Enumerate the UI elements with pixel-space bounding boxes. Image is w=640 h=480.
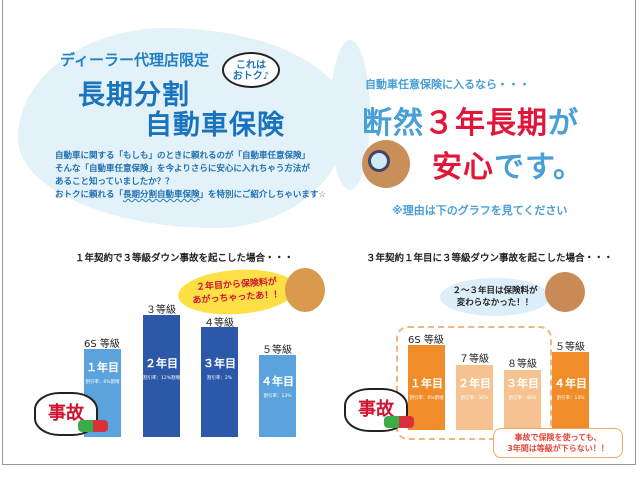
- discount-label: 割引率：6%割増: [85, 380, 120, 385]
- discount-label: 割引率：12%割増: [143, 376, 181, 381]
- year-label: ２年目: [458, 377, 491, 390]
- hero-line2: 安心です。: [432, 142, 584, 186]
- grade-label: 6S 等級: [408, 335, 444, 346]
- left-panel-title: １年契約で３等級ダウン事故を起こした場合・・・: [75, 253, 294, 264]
- header-background: [18, 28, 348, 228]
- year-label: ３年目: [203, 357, 236, 370]
- year-label: ３年目: [506, 377, 539, 390]
- speech-line: あがっちゃったあ！！: [192, 289, 283, 307]
- right-panel-title: ３年契約１年目に３等級ダウン事故を起こした場合・・・: [366, 253, 614, 264]
- title-line2: 自動車保険: [145, 110, 285, 141]
- grade-label: ７等級: [459, 354, 489, 365]
- year-label: ４年目: [261, 375, 294, 388]
- hero-text: 断然: [362, 106, 424, 141]
- grade-label: ３等級: [146, 305, 176, 316]
- discount-label: 割引率：40%: [508, 396, 537, 401]
- speech-line: ２～３年目は保険料が: [452, 286, 538, 296]
- grade-label: 6S 等級: [84, 339, 120, 350]
- year-label: ２年目: [145, 357, 178, 370]
- cat-illustration: [545, 272, 585, 312]
- right-note: 事故で保険を使っても、 3年間は等級が下らない！！: [493, 428, 623, 458]
- bar-year4: ４年目割引率：13%: [259, 355, 296, 437]
- bar-year4: ４年目割引率：13%: [552, 352, 589, 430]
- note-line: 3年間は等級が下らない！！: [507, 444, 609, 453]
- discount-label: 割引率：30%: [460, 396, 489, 401]
- discount-label: 割引率：13%: [263, 394, 292, 399]
- grade-label: ５等級: [555, 342, 585, 353]
- intro-line: おトクに頼れる「長期分割自動車保険」を特別にご紹介しちゃいます☆: [55, 189, 326, 202]
- crashed-cars-icon: [384, 416, 414, 428]
- hero-subtitle: 自動車任意保険に入るなら・・・: [365, 78, 530, 91]
- intro-text: 自動車に関する「もしも」のときに頼れるのが「自動車任意保険」 そんな「自動車任意…: [55, 150, 326, 202]
- bar-year3: ３年目割引率：40%: [504, 370, 541, 430]
- hero-note: ※理由は下のグラフを見てください: [392, 204, 568, 217]
- bar-year3: ３年目割引率：2%: [201, 327, 238, 437]
- dashed-group-box: [396, 326, 552, 440]
- title-line1: 長期分割: [78, 80, 190, 111]
- bubble-line2: おトク♪: [232, 71, 270, 82]
- intro-pre: おトクに頼れる「: [55, 190, 124, 200]
- bar-year1: １年目割引率：6%割増: [408, 345, 445, 430]
- year-label: １年目: [86, 361, 119, 374]
- bubble-line1: これは: [236, 60, 266, 71]
- discount-label: 割引率：2%: [206, 376, 233, 381]
- year-label: ４年目: [554, 377, 587, 390]
- hero-text: が: [548, 106, 579, 141]
- bar-year2: ２年目割引率：12%割増: [143, 315, 180, 437]
- note-line: 事故で保険を使っても、: [514, 433, 602, 442]
- discount-label: 割引率：6%割増: [409, 396, 444, 401]
- intro-highlight: 長期分割自動車保険: [123, 190, 200, 200]
- magnifier-icon: [368, 150, 390, 172]
- grade-label: ８等級: [507, 359, 537, 370]
- grade-label: ４等級: [204, 318, 234, 329]
- hero-text: ３年長期: [424, 106, 548, 141]
- right-speech: ２～３年目は保険料が 変わらなかった！！: [440, 278, 550, 316]
- hero-line1: 断然３年長期が: [362, 98, 579, 142]
- speech-line: 変わらなかった！！: [456, 298, 534, 308]
- intro-line: あること知っていましたか？？: [55, 177, 174, 187]
- dealer-limited-label: ディーラー代理店限定: [60, 51, 209, 69]
- hero-text: 安心: [432, 150, 494, 185]
- crashed-cars-icon: [78, 420, 108, 432]
- speech-bubble: これは おトク♪: [222, 52, 280, 88]
- grade-label: ５等級: [262, 345, 292, 356]
- intro-post: 」を特別にご紹介しちゃいます☆: [199, 190, 326, 200]
- hero-text: です。: [494, 150, 584, 185]
- intro-line: そんな「自動車任意保険」を今よりさらに安心に入れちゃう方法が: [55, 164, 310, 174]
- discount-label: 割引率：13%: [556, 396, 585, 401]
- intro-line: 自動車に関する「もしも」のときに頼れるのが「自動車任意保険」: [55, 151, 311, 161]
- shiba-dog-illustration: [285, 268, 325, 312]
- bar-year2: ２年目割引率：30%: [456, 365, 493, 430]
- page-frame: [2, 0, 636, 465]
- dog-magnifier-illustration: [362, 140, 410, 188]
- year-label: １年目: [410, 377, 443, 390]
